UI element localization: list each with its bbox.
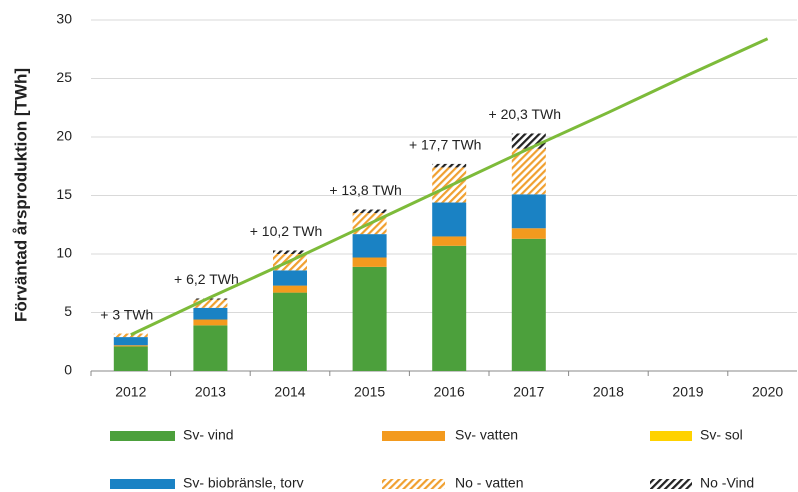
legend-label: No -Vind (700, 475, 754, 491)
annotation: + 3 TWh (100, 306, 153, 322)
annotation: + 20,3 TWh (489, 106, 562, 122)
bar-segment (432, 245, 467, 371)
x-tick-label: 2012 (115, 384, 146, 400)
bar-segment (511, 133, 546, 149)
legend-label: No - vatten (455, 475, 523, 491)
bar-segment (432, 202, 467, 237)
y-tick-label: 25 (56, 69, 72, 85)
x-tick-label: 2016 (434, 384, 465, 400)
annotation: + 10,2 TWh (250, 223, 323, 239)
x-tick-label: 2018 (593, 384, 624, 400)
x-tick-label: 2013 (195, 384, 226, 400)
bar-segment (113, 345, 148, 347)
annotation: + 6,2 TWh (174, 271, 239, 287)
x-tick-label: 2020 (752, 384, 783, 400)
y-tick-label: 20 (56, 128, 72, 144)
y-tick-label: 10 (56, 245, 72, 261)
legend-swatch (650, 479, 692, 489)
legend-label: Sv- sol (700, 427, 743, 443)
legend-swatch (110, 431, 175, 441)
y-tick-label: 5 (64, 303, 72, 319)
bar-segment (113, 333, 148, 338)
bar-segment (193, 325, 228, 371)
y-tick-label: 30 (56, 11, 72, 27)
bar-segment (193, 298, 228, 300)
bar-segment (193, 319, 228, 326)
bar-segment (273, 292, 307, 371)
bar-segment (432, 236, 467, 246)
trend-line (130, 37, 769, 337)
x-tick-label: 2015 (354, 384, 385, 400)
bar-segment (193, 307, 228, 320)
x-tick-label: 2014 (274, 384, 305, 400)
y-tick-label: 15 (56, 186, 72, 202)
bar-segment (352, 266, 387, 371)
x-tick-label: 2019 (672, 384, 703, 400)
bar-segment (511, 194, 546, 229)
bar-segment (193, 299, 228, 308)
bar-segment (511, 148, 546, 195)
bar-segment (113, 346, 148, 371)
legend-swatch (110, 479, 175, 489)
bar-segment (352, 209, 387, 214)
y-tick-label: 0 (64, 362, 72, 378)
bar-segment (352, 257, 387, 267)
x-tick-label: 2017 (513, 384, 544, 400)
bar-segment (273, 285, 307, 293)
legend-label: Sv- biobränsle, torv (183, 475, 304, 491)
annotation: + 13,8 TWh (329, 182, 402, 198)
bar-segment (432, 163, 467, 168)
bar-segment (511, 238, 546, 371)
annotation: + 17,7 TWh (409, 137, 482, 153)
bar-segment (352, 234, 387, 258)
legend-swatch (382, 479, 445, 489)
bar-segment (113, 337, 148, 346)
legend-swatch (650, 431, 692, 441)
legend-label: Sv- vind (183, 427, 234, 443)
bar-segment (273, 250, 307, 254)
bar-segment (511, 228, 546, 239)
bar-segment (273, 270, 307, 286)
legend-label: Sv- vatten (455, 427, 518, 443)
y-axis-label: Förväntad årsproduktion [TWh] (11, 68, 30, 322)
legend-swatch (382, 431, 445, 441)
